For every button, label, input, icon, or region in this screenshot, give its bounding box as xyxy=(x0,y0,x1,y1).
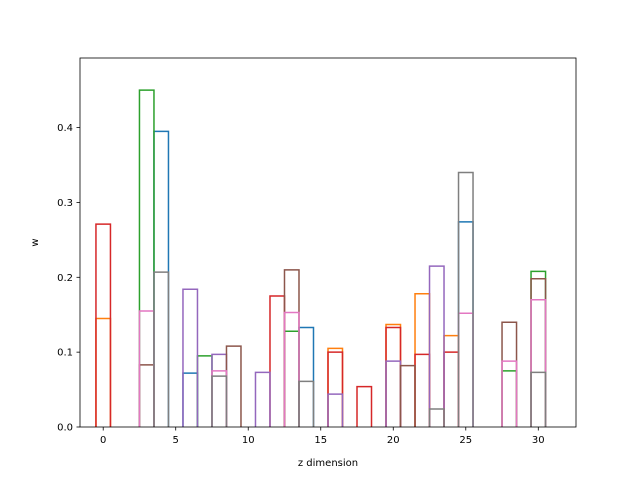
x-tick-label: 30 xyxy=(532,435,545,446)
bar-series-4-z-11 xyxy=(254,371,271,427)
bar-series-0-z-6 xyxy=(182,372,199,427)
y-tick-label: 0.2 xyxy=(57,273,73,284)
y-tick-label: 0.3 xyxy=(57,198,73,209)
bar-series-2-z-3 xyxy=(138,89,155,427)
bar-series-6-z-28 xyxy=(501,360,518,427)
bar-series-6-z-13 xyxy=(283,311,300,427)
bar-series-3-z-18 xyxy=(356,385,373,427)
x-tick-label: 0 xyxy=(100,435,106,446)
x-tick-label: 20 xyxy=(387,435,400,446)
bar-series-7-z-30 xyxy=(530,371,547,427)
plot-frame xyxy=(79,57,577,428)
bar-series-1-z-22 xyxy=(414,293,431,427)
x-tick-label: 10 xyxy=(242,435,255,446)
bar-series-4-z-6 xyxy=(182,288,199,427)
bar-series-5-z-30 xyxy=(530,278,547,427)
bar-series-5-z-28 xyxy=(501,321,518,427)
bar-series-0-z-4 xyxy=(153,130,170,427)
y-axis-ticks: 0.0 0.1 0.2 0.3 0.4 xyxy=(57,123,80,434)
bar-series-7-z-4 xyxy=(153,271,170,427)
bar-series-6-z-3 xyxy=(138,310,155,427)
bar-series-3-z-16 xyxy=(327,351,344,427)
bar-series-1-z-16 xyxy=(327,347,344,427)
bar-series-3-z-22 xyxy=(414,353,431,427)
bar-series-5-z-3 xyxy=(138,364,155,427)
bar-series-3-z-0 xyxy=(95,223,112,427)
bar-series-7-z-23 xyxy=(428,408,445,427)
y-tick-label: 0.4 xyxy=(57,123,73,134)
y-axis-label: w xyxy=(30,238,41,246)
x-tick-label: 25 xyxy=(459,435,472,446)
bar-series-6-z-8 xyxy=(211,370,228,427)
bar-series-1-z-0 xyxy=(95,317,112,427)
bar-series-5-z-13 xyxy=(283,269,300,427)
bars-layer xyxy=(95,89,547,427)
bar-series-5-z-9 xyxy=(225,345,242,427)
y-tick-label: 0.0 xyxy=(57,423,73,434)
bar-series-2-z-30 xyxy=(530,270,547,427)
bar-series-4-z-8 xyxy=(211,353,228,427)
bar-series-7-z-14 xyxy=(298,380,315,427)
series-3 xyxy=(95,223,460,427)
bar-series-0-z-14 xyxy=(298,326,315,427)
bar-series-3-z-12 xyxy=(269,295,286,427)
bar-series-4-z-20 xyxy=(385,360,402,427)
y-tick-label: 0.1 xyxy=(57,348,73,359)
bar-series-4-z-16 xyxy=(327,393,344,427)
bar-series-2-z-13 xyxy=(283,330,300,427)
x-tick-label: 5 xyxy=(173,435,179,446)
bar-series-7-z-25 xyxy=(457,171,474,427)
bar-series-6-z-30 xyxy=(530,299,547,427)
bar-series-6-z-25 xyxy=(457,312,474,427)
bar-series-2-z-28 xyxy=(501,370,518,427)
bar-series-2-z-7 xyxy=(196,355,213,427)
x-axis-label: z dimension xyxy=(298,458,358,469)
bar-series-3-z-20 xyxy=(385,326,402,427)
bar-series-1-z-24 xyxy=(443,334,460,427)
x-tick-label: 15 xyxy=(314,435,327,446)
x-axis-ticks: 0 5 10 15 20 25 30 xyxy=(100,427,545,446)
series-1 xyxy=(95,293,460,427)
bar-series-3-z-24 xyxy=(443,351,460,427)
bar-series-1-z-20 xyxy=(385,323,402,427)
bar-series-5-z-21 xyxy=(399,364,416,427)
bar-series-7-z-8 xyxy=(211,375,228,427)
bar-series-0-z-25 xyxy=(457,221,474,427)
series-7 xyxy=(153,171,547,427)
bar-series-4-z-23 xyxy=(428,265,445,427)
